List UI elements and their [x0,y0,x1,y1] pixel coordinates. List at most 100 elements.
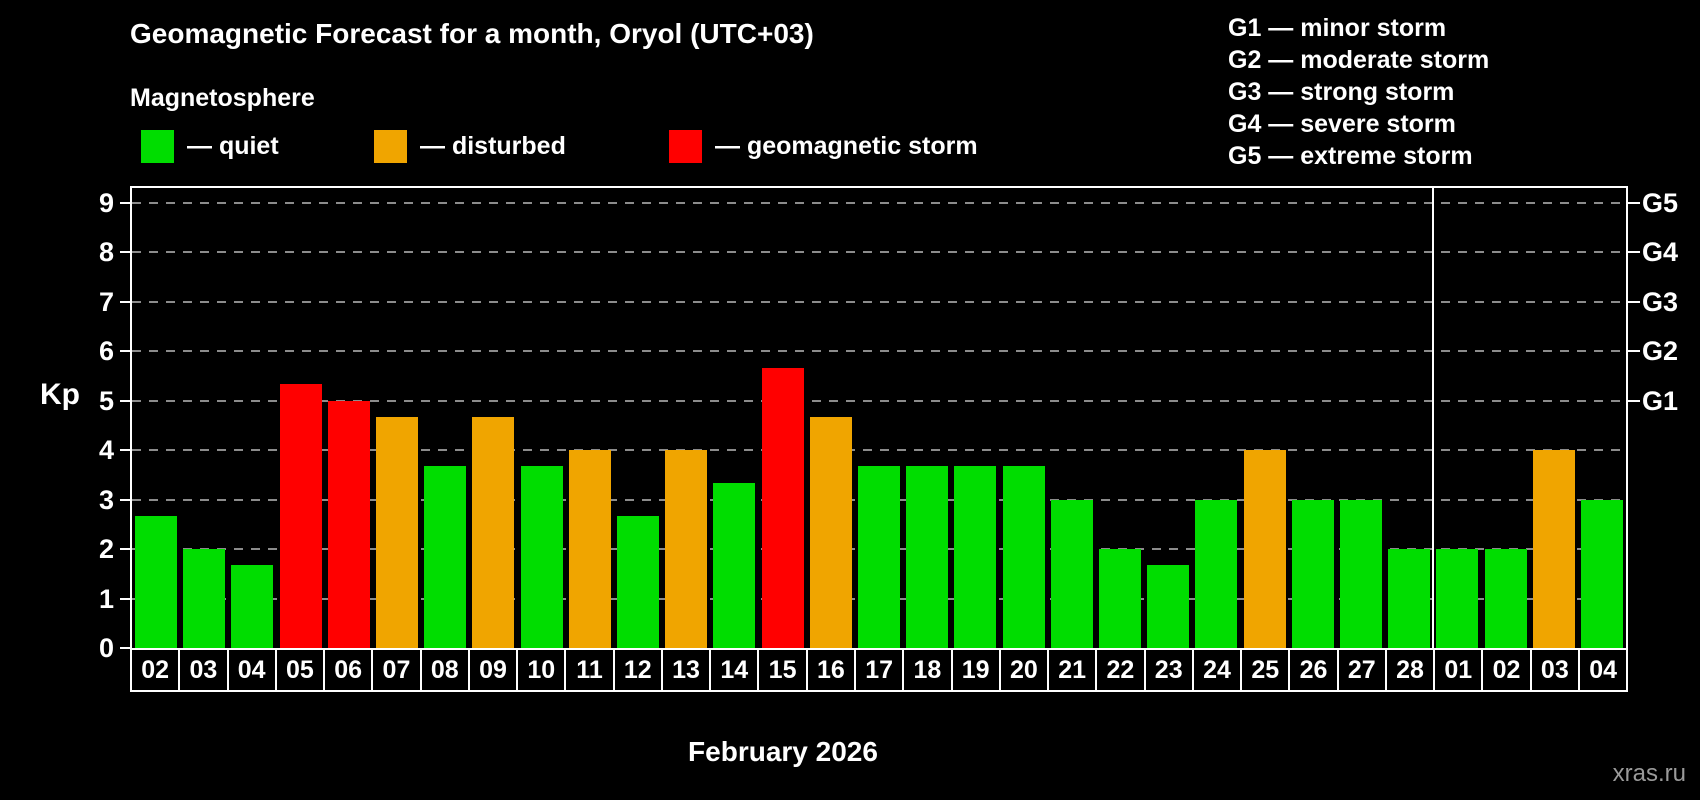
kp-bar-18-day-20 [1002,466,1045,648]
kp-bar-2-day-04 [231,565,274,648]
day-label-28: 02 [1483,650,1532,690]
day-label-18: 20 [1001,650,1050,690]
plot-area [130,186,1628,650]
g-scale-label-G3: G3 [1642,286,1679,317]
y-tick-label-2: 2 [98,534,114,565]
kp-bar-28-day-02 [1484,549,1527,648]
day-label-25: 27 [1339,650,1387,690]
kp-bar-4-day-06 [327,400,370,648]
kp-bar-11-day-13 [665,450,708,648]
g-tick-mark-G1 [1628,399,1640,402]
kp-bar-10-day-12 [617,515,660,648]
y-tick-mark-2 [120,548,132,551]
kp-bar-23-day-25 [1243,450,1286,648]
legend-item-quiet: — quiet [141,130,279,163]
day-label-0: 02 [132,650,181,690]
day-label-4: 06 [325,650,374,690]
y-tick-mark-0 [120,647,132,649]
y-tick-label-6: 6 [98,336,114,367]
kp-bar-26-day-28 [1388,549,1431,648]
day-label-26: 28 [1387,650,1436,690]
day-label-16: 18 [904,650,953,690]
legend-label-storm: — geomagnetic storm [715,132,978,160]
storm-scale-legend: G1 — minor storm G2 — moderate storm G3 … [1228,12,1489,172]
kp-bar-9-day-11 [568,450,611,648]
kp-bar-7-day-09 [472,417,515,648]
x-axis-title: February 2026 [688,736,878,767]
y-tick-mark-5 [120,399,132,402]
disturbed-swatch [374,130,407,163]
y-tick-label-0: 0 [98,633,114,663]
y-tick-label-9: 9 [98,187,114,218]
y-tick-label-4: 4 [98,435,114,466]
kp-bar-3-day-05 [279,384,322,648]
y-tick-mark-1 [120,597,132,600]
y-tick-label-1: 1 [98,583,114,614]
g-scale-label-G1: G1 [1642,385,1679,416]
y-tick-mark-3 [120,498,132,501]
kp-bar-17-day-19 [954,466,997,648]
kp-bar-14-day-16 [809,417,852,648]
y-tick-label-7: 7 [98,286,114,317]
g-tick-mark-G4 [1628,251,1640,254]
day-label-30: 04 [1589,655,1617,684]
gridline-kp-8 [132,251,1626,254]
y-tick-label-3: 3 [98,484,114,515]
day-label-11: 13 [663,650,712,690]
day-label-14: 16 [808,650,856,690]
day-label-3: 05 [277,650,326,690]
day-axis-row: 02 03 04 05 06 07 08 09 10 11 12 13 14 15 16 17 18 19 20 21… [130,648,1628,692]
kp-bar-25-day-27 [1339,499,1382,648]
g-tick-mark-G2 [1628,350,1640,353]
kp-bar-5-day-07 [376,417,419,648]
day-label-15: 17 [856,650,905,690]
chart-title: Geomagnetic Forecast for a month, Oryol … [130,18,814,49]
y-tick-mark-6 [120,350,132,353]
kp-bar-22-day-24 [1195,499,1238,648]
g-tick-mark-G3 [1628,300,1640,303]
gridline-kp-9 [132,201,1626,204]
legend-label-quiet: — quiet [187,132,279,160]
day-label-7: 09 [470,650,519,690]
kp-bar-15-day-17 [858,466,900,648]
magnetosphere-label: Magnetosphere [130,84,315,112]
legend-label-disturbed: — disturbed [420,132,566,160]
day-label-10: 12 [615,650,663,690]
g-tick-mark-G5 [1628,201,1640,204]
day-label-17: 19 [953,650,1001,690]
storm-scale-g1: G1 — minor storm [1228,14,1447,42]
day-label-12: 14 [711,650,760,690]
day-label-20: 22 [1097,650,1146,690]
kp-bar-30-day-04 [1580,499,1623,648]
kp-bar-13-day-15 [761,367,804,648]
gridline-kp-4 [132,449,1626,452]
kp-bar-19-day-21 [1050,499,1093,648]
kp-bar-16-day-18 [906,466,949,648]
g-scale-label-G5: G5 [1642,187,1679,218]
storm-swatch [669,130,702,163]
gridline-kp-5 [132,399,1626,402]
day-label-1: 03 [180,650,229,690]
y-tick-mark-7 [120,300,132,303]
kp-bar-20-day-22 [1098,549,1141,648]
day-label-24: 26 [1290,650,1339,690]
day-label-21: 23 [1146,650,1194,690]
storm-scale-g5: G5 — extreme storm [1228,142,1473,170]
day-label-23: 25 [1242,650,1291,690]
kp-bar-1-day-03 [183,549,226,648]
day-label-19: 21 [1049,650,1098,690]
kp-bar-27-day-01 [1436,549,1479,648]
month-separator [1432,188,1435,648]
legend-item-storm: — geomagnetic storm [669,130,978,163]
day-label-6: 08 [422,650,470,690]
storm-scale-g3: G3 — strong storm [1228,78,1455,106]
kp-bar-8-day-10 [520,466,563,648]
watermark: xras.ru [1612,760,1686,787]
kp-bar-0-day-02 [135,515,178,648]
day-label-5: 07 [373,650,422,690]
y-axis-title: Kp [40,378,80,411]
kp-bar-29-day-03 [1532,450,1575,648]
y-tick-label-5: 5 [98,385,114,416]
gridline-kp-7 [132,300,1626,303]
